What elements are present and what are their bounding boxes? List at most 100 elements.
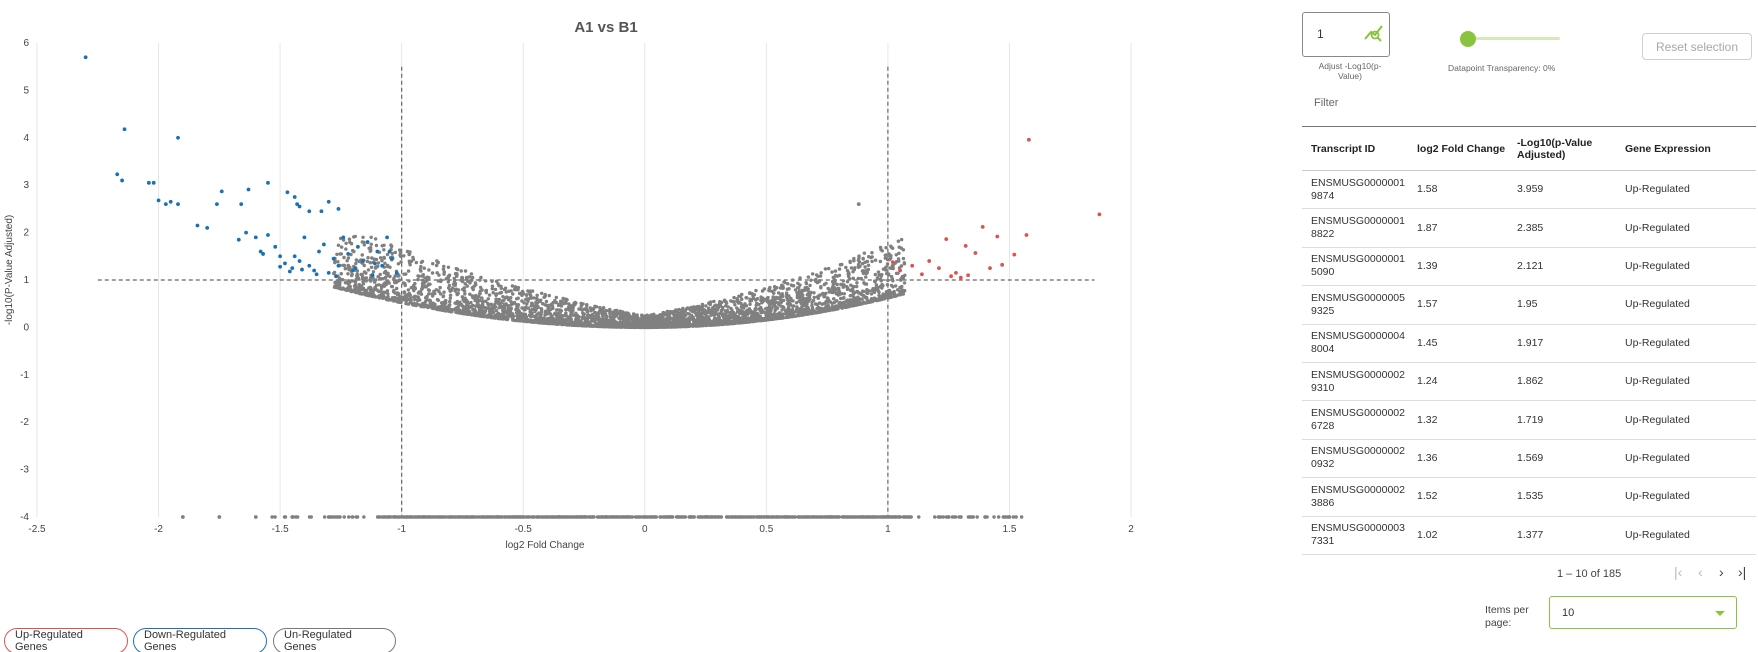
adjust-threshold-input[interactable]: 1 — [1302, 12, 1390, 57]
cell-log2-fold-change: 1.87 — [1417, 221, 1438, 234]
table-row[interactable]: ENSMUSG00000026728 1.32 1.719 Up-Regulated — [1302, 401, 1756, 440]
up-regulated-point — [958, 275, 963, 280]
cell-neg-log10-p: 1.535 — [1517, 490, 1544, 503]
volcano-plot[interactable]: -2.5 -2 -1.5 -1 -0.5 0 0.5 1 1.5 2 6 5 4 3 2 1 0 -1 -2 -3 -4… — [0, 0, 1290, 620]
cell-neg-log10-p: 1.917 — [1517, 336, 1544, 349]
adjust-threshold-value[interactable]: 1 — [1317, 27, 1324, 41]
y-tick-label: 5 — [23, 85, 29, 96]
down-regulated-point — [176, 202, 180, 207]
cell-log2-fold-change: 1.02 — [1417, 528, 1438, 541]
legend-up-regulated[interactable]: Up-Regulated Genes — [4, 628, 128, 652]
down-regulated-point — [370, 273, 375, 278]
table-body: ENSMUSG00000019874 1.58 3.959 Up-Regulated E… — [1302, 171, 1756, 555]
un-regulated-point-cloud — [270, 234, 1024, 519]
down-regulated-point — [307, 263, 312, 268]
down-regulated-point — [176, 135, 180, 140]
transparency-slider-track[interactable] — [1468, 37, 1560, 40]
table-row[interactable]: ENSMUSG00000015090 1.39 2.121 Up-Regulated — [1302, 247, 1756, 286]
x-tick-label: -1.5 — [271, 524, 289, 535]
adjust-threshold-label: Adjust -Log10(p-Value) — [1318, 61, 1382, 81]
first-page-icon[interactable]: |‹ — [1674, 564, 1683, 580]
down-regulated-point — [387, 249, 392, 254]
down-regulated-point — [295, 202, 300, 207]
header-transcript-id[interactable]: Transcript ID — [1311, 142, 1376, 155]
header-log2-fold-change[interactable]: log2 Fold Change — [1417, 142, 1506, 155]
un-regulated-point — [856, 202, 861, 207]
cell-log2-fold-change: 1.52 — [1417, 490, 1438, 503]
header-neg-log10-p[interactable]: -Log10(p-Value Adjusted) — [1517, 136, 1593, 161]
cell-neg-log10-p: 3.959 — [1517, 183, 1544, 196]
up-regulated-point — [944, 237, 949, 242]
chart-title: A1 vs B1 — [574, 19, 637, 36]
volcano-svg[interactable]: -2.5 -2 -1.5 -1 -0.5 0 0.5 1 1.5 2 6 5 4 3 2 1 0 -1 -2 -3 -4… — [0, 0, 1290, 620]
transparency-label: Datapoint Transparency: 0% — [1448, 63, 1556, 73]
un-regulated-point — [958, 515, 963, 519]
table-row[interactable]: ENSMUSG00000020932 1.36 1.569 Up-Regulated — [1302, 439, 1756, 478]
results-table: Transcript ID log2 Fold Change -Log10(p-… — [1302, 126, 1756, 555]
down-regulated-point — [375, 249, 380, 254]
cell-gene-expression: Up-Regulated — [1625, 528, 1690, 541]
y-tick-label: 6 — [23, 38, 29, 49]
table-row[interactable]: ENSMUSG00000059325 1.57 1.95 Up-Regulated — [1302, 286, 1756, 325]
x-tick-label: -1 — [397, 524, 406, 535]
down-regulated-point — [239, 202, 244, 207]
cell-gene-expression: Up-Regulated — [1625, 183, 1690, 196]
transparency-slider-thumb[interactable] — [1460, 31, 1476, 47]
legend-down-regulated[interactable]: Down-Regulated Genes — [133, 628, 267, 652]
down-regulated-point — [236, 237, 241, 242]
header-gene-expression[interactable]: Gene Expression — [1625, 142, 1711, 155]
cell-transcript-id: ENSMUSG00000018822 — [1311, 215, 1405, 241]
items-per-page-label: Items per page: — [1485, 604, 1529, 629]
un-regulated-point — [217, 515, 222, 519]
previous-page-icon[interactable]: ‹ — [1698, 564, 1703, 580]
x-tick-label: 1 — [885, 524, 891, 535]
down-regulated-point — [353, 266, 358, 271]
down-regulated-point — [292, 254, 297, 259]
paginator: 1 – 10 of 185 |‹ ‹ › ›| — [1300, 560, 1758, 584]
cell-transcript-id: ENSMUSG00000048004 — [1311, 330, 1405, 356]
items-per-page-select[interactable]: 10 — [1549, 596, 1737, 629]
y-tick-label: -1 — [20, 370, 29, 381]
down-regulated-point — [83, 55, 88, 60]
last-page-icon[interactable]: ›| — [1738, 564, 1747, 580]
down-regulated-point — [215, 202, 219, 207]
down-regulated-point — [244, 230, 248, 235]
down-regulated-point — [336, 207, 341, 211]
legend-un-regulated[interactable]: Un-Regulated Genes — [273, 628, 396, 652]
table-row[interactable]: ENSMUSG00000023886 1.52 1.535 Up-Regulated — [1302, 478, 1756, 517]
y-tick-label: 3 — [23, 180, 29, 191]
table-row[interactable]: ENSMUSG00000018822 1.87 2.385 Up-Regulated — [1302, 209, 1756, 248]
down-regulated-point — [317, 249, 321, 254]
up-regulated-point — [949, 274, 953, 279]
x-tick-label: 0 — [642, 524, 648, 535]
y-axis-label: -log10(P-Value Adjusted) — [4, 215, 15, 325]
down-regulated-point — [266, 180, 270, 185]
down-regulated-point — [297, 259, 302, 263]
down-regulated-point — [266, 233, 270, 237]
next-page-icon[interactable]: › — [1719, 564, 1724, 580]
table-row[interactable]: ENSMUSG00000037331 1.02 1.377 Up-Regulated — [1302, 516, 1756, 555]
down-regulated-point — [336, 263, 341, 268]
filter-input[interactable]: Filter — [1314, 97, 1339, 109]
un-regulated-point — [1007, 515, 1012, 519]
table-row[interactable]: ENSMUSG00000019874 1.58 3.959 Up-Regulated — [1302, 171, 1756, 209]
chevron-down-icon[interactable] — [1715, 611, 1725, 616]
down-regulated-point — [365, 240, 370, 244]
cell-neg-log10-p: 1.569 — [1517, 451, 1544, 464]
up-regulated-point — [1024, 233, 1029, 237]
down-regulated-point — [302, 235, 307, 240]
down-regulated-point — [314, 272, 319, 277]
trend-search-icon[interactable] — [1363, 23, 1385, 43]
up-regulated-point — [898, 268, 902, 273]
table-row[interactable]: ENSMUSG00000048004 1.45 1.917 Up-Regulated — [1302, 324, 1756, 363]
cell-log2-fold-change: 1.36 — [1417, 451, 1438, 464]
cell-log2-fold-change: 1.32 — [1417, 413, 1438, 426]
reset-selection-button[interactable]: Reset selection — [1642, 33, 1752, 60]
up-regulated-point — [973, 251, 978, 255]
cell-log2-fold-change: 1.24 — [1417, 375, 1438, 388]
results-panel: 1 Adjust -Log10(p-Value) Datapoint Trans… — [1300, 0, 1758, 652]
un-regulated-point — [326, 515, 331, 519]
cell-gene-expression: Up-Regulated — [1625, 259, 1690, 272]
table-header-row: Transcript ID log2 Fold Change -Log10(p-… — [1302, 126, 1756, 171]
table-row[interactable]: ENSMUSG00000029310 1.24 1.862 Up-Regulated — [1302, 362, 1756, 401]
